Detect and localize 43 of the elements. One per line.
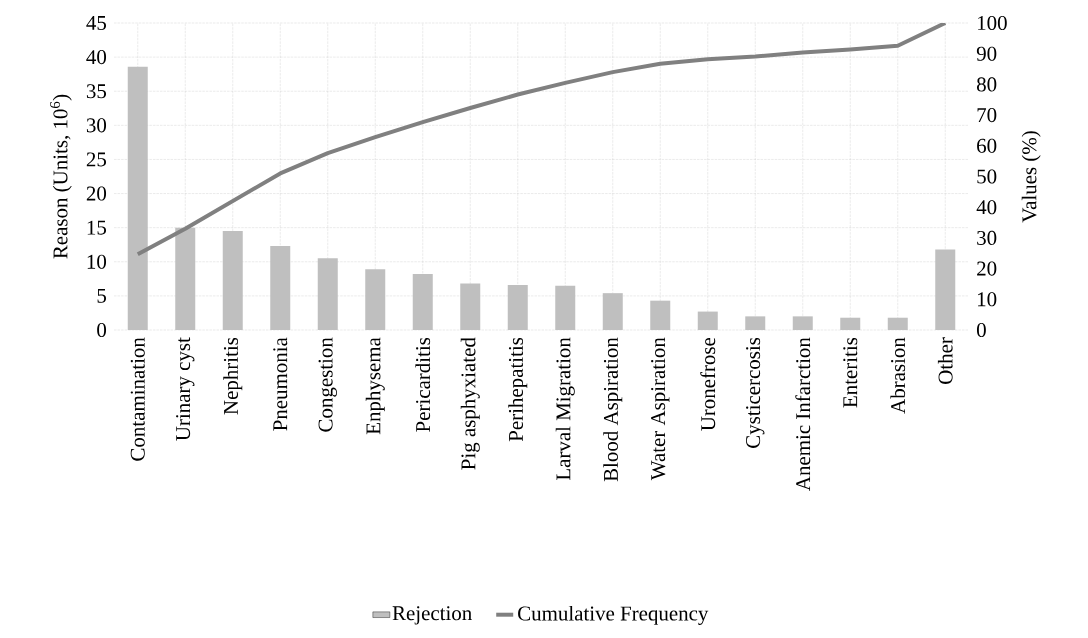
y-axis-title: Reason (Units, 10$^{6}$) — [50, 94, 72, 259]
y-tick-label: 25 — [86, 152, 107, 167]
x-tick-label: Enphysema — [365, 337, 385, 435]
x-tick-label: Contamination — [130, 337, 145, 461]
x-tick-label: Congestion — [318, 337, 337, 432]
x-tick-label: Nephritis — [223, 337, 243, 415]
x-tick-label: Larval Migration — [555, 337, 575, 481]
x-tick-label: Cysticercosis — [746, 337, 765, 448]
y-tick-label: 30 — [86, 118, 107, 133]
x-tick-label: Urinary cyst — [176, 337, 195, 441]
x-tick-label: Water Aspiration — [651, 337, 670, 481]
x-tick-label: Other — [937, 337, 953, 384]
y2-axis-title: Values (%) — [1021, 131, 1041, 223]
y-tick-label: 20 — [86, 186, 107, 201]
y2-tick-label: 30 — [977, 230, 997, 245]
y2-tick-label: 60 — [977, 138, 997, 153]
y-tick-label: 40 — [86, 50, 107, 65]
x-tick-label: Abrasion — [890, 337, 906, 414]
x-tick-label: Uronefrose — [700, 337, 716, 431]
x-tick-label: Pneumonia — [273, 337, 288, 431]
x-tick-label: Pericarditis — [415, 337, 431, 432]
y-tick-label: 15 — [87, 220, 107, 235]
y-tick-label: 10 — [87, 254, 107, 269]
y2-tick-label: 40 — [976, 200, 997, 215]
y2-tick-label: 70 — [977, 108, 997, 123]
y-tick-label: 45 — [86, 16, 107, 30]
y-tick-label: 35 — [86, 84, 107, 99]
y2-tick-label: 90 — [976, 46, 997, 61]
x-tick-label: Enteritis — [843, 337, 858, 408]
y-tick-label: 5 — [97, 288, 107, 303]
y-tick-label: 0 — [97, 322, 107, 338]
x-tick-label: Perihepatitis — [508, 337, 528, 442]
y2-tick-label: 10 — [978, 292, 997, 307]
x-tick-label: Blood Aspiration — [603, 337, 623, 482]
y2-tick-label: 100 — [978, 15, 1007, 31]
y2-tick-label: 0 — [976, 322, 986, 338]
y2-tick-label: 20 — [977, 261, 997, 276]
legend-label: Rejection — [392, 606, 472, 625]
y2-tick-label: 50 — [977, 169, 997, 184]
x-tick-label: Anemic Infarction — [795, 337, 811, 491]
legend-label: Cumulative Frequency — [518, 605, 709, 625]
x-tick-label: Pig asphyxiated — [460, 337, 480, 470]
y2-tick-label: 80 — [976, 77, 997, 92]
